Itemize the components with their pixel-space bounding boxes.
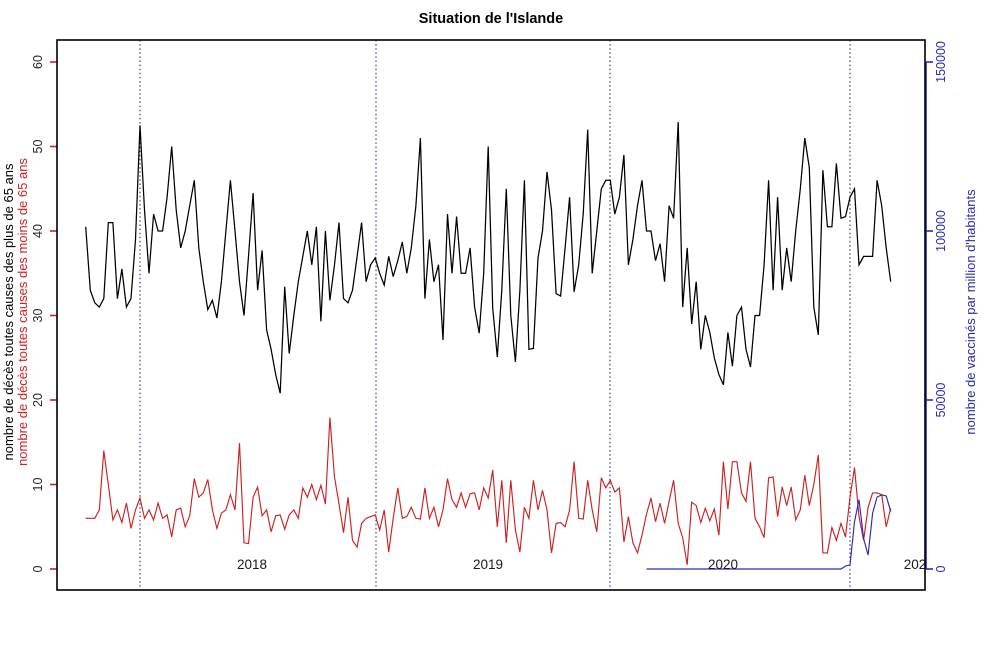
series-line-vaccinated <box>646 494 892 570</box>
left-tick-label-30: 30 <box>31 309 45 323</box>
year-label-2019: 2019 <box>473 557 503 572</box>
axis-title-left-deaths-over65: nombre de décès toutes causes des plus d… <box>1 163 16 461</box>
year-label-2021-clipped: 202 <box>904 557 927 572</box>
left-tick-label-10: 10 <box>31 478 45 492</box>
axis-title-left-deaths-under65: nombre de décès toutes causes des moins … <box>15 158 30 466</box>
left-tick-label-60: 60 <box>31 55 45 69</box>
right-tick-label-50000: 50000 <box>934 383 948 418</box>
left-tick-label-40: 40 <box>31 224 45 238</box>
year-label-2020: 2020 <box>708 557 738 572</box>
x-axis-year-labels: 2018 2019 2020 202 <box>237 557 927 572</box>
axis-title-right-vaccinated: nombre de vaccinés par million d'habitan… <box>963 189 978 435</box>
right-tick-label-0: 0 <box>934 565 948 572</box>
right-tick-label-100000: 100000 <box>934 210 948 252</box>
series-line-deaths-under65 <box>85 417 892 565</box>
left-tick-label-50: 50 <box>31 140 45 154</box>
chart-title: Situation de l'Islande <box>419 11 563 27</box>
year-label-2018: 2018 <box>237 557 267 572</box>
plot-border <box>56 39 926 591</box>
right-tick-label-150000: 150000 <box>934 41 948 83</box>
series-line-deaths-over65 <box>85 121 892 394</box>
left-tick-label-20: 20 <box>31 393 45 407</box>
left-tick-label-0: 0 <box>31 565 45 572</box>
